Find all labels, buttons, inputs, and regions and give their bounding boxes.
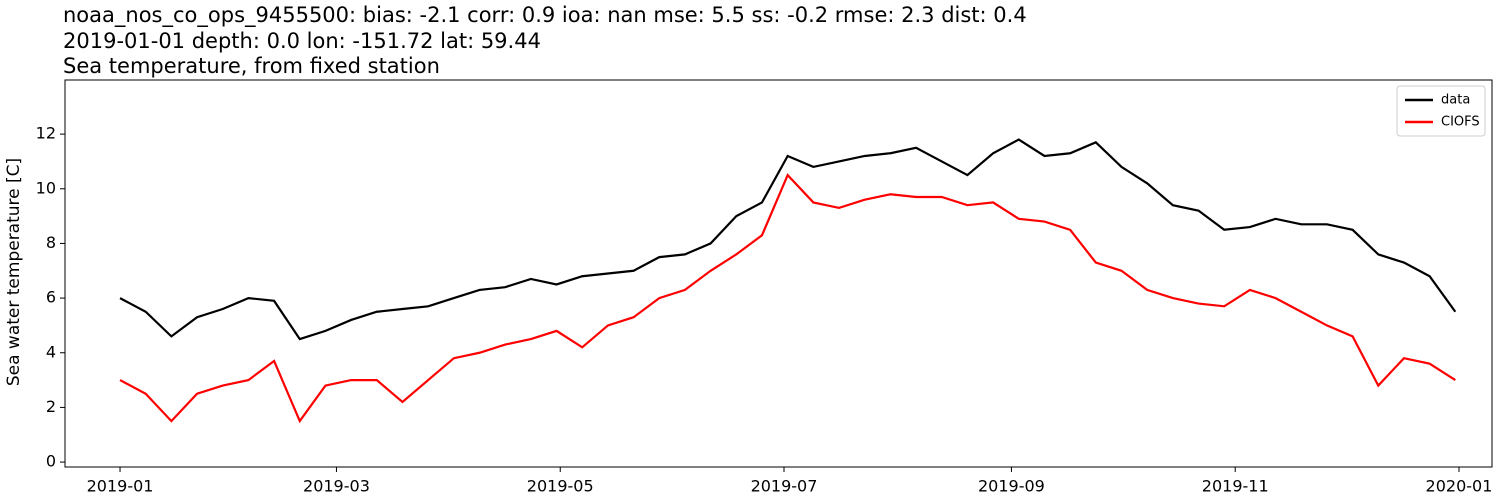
y-axis-label: Sea water temperature [C] bbox=[4, 158, 24, 386]
plot-frame bbox=[64, 79, 1493, 468]
legend-label: CIOFS bbox=[1441, 115, 1480, 130]
x-tick-label: 2019-11 bbox=[1202, 477, 1269, 496]
x-tick-label: 2019-01 bbox=[87, 477, 154, 496]
x-tick-label: 2019-07 bbox=[751, 477, 818, 496]
series-line bbox=[119, 173, 1456, 424]
x-tick-label: 2020-01 bbox=[1426, 477, 1493, 496]
title-line: noaa_nos_co_ops_9455500: bias: -2.1 corr… bbox=[63, 3, 1027, 28]
y-tick-label: 8 bbox=[46, 233, 56, 252]
y-tick-label: 12 bbox=[36, 124, 56, 143]
legend-label: data bbox=[1441, 93, 1470, 108]
title-line: 2019-01-01 depth: 0.0 lon: -151.72 lat: … bbox=[63, 29, 541, 53]
legend-box bbox=[1396, 85, 1486, 137]
y-tick-label: 0 bbox=[46, 452, 56, 471]
y-tick-label: 2 bbox=[46, 397, 56, 416]
y-tick-label: 10 bbox=[36, 178, 56, 197]
y-tick-label: 6 bbox=[46, 288, 56, 307]
x-tick-label: 2019-03 bbox=[303, 477, 370, 496]
x-tick-label: 2019-09 bbox=[978, 477, 1045, 496]
title-line: Sea temperature, from fixed station bbox=[63, 54, 440, 78]
y-tick-label: 4 bbox=[46, 342, 56, 361]
series-line bbox=[119, 138, 1457, 341]
x-tick-label: 2019-05 bbox=[527, 477, 594, 496]
